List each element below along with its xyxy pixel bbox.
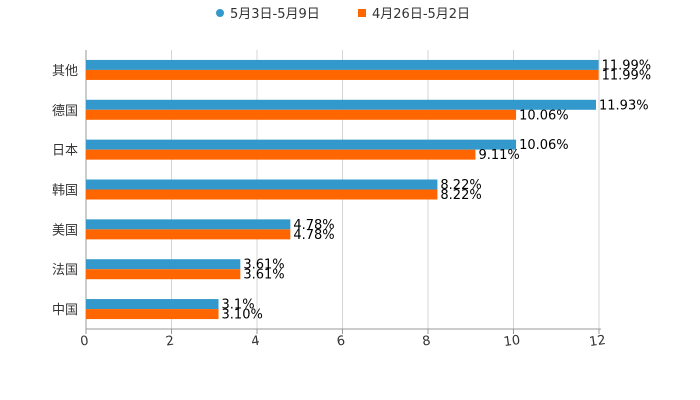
legend: 5月3日-5月9日 4月26日-5月2日 [216, 7, 470, 22]
category-label-2: 日本 [52, 144, 78, 159]
bar-s1-1 [86, 99, 597, 110]
x-axis-ticks: 0 2 4 6 8 10 12 [79, 329, 607, 350]
legend-item-2: 4月26日-5月2日 [358, 7, 470, 22]
bar-s1-3 [86, 179, 438, 190]
data-label-s1-6: 3.1% [222, 298, 255, 313]
x-tick-label-8: 8 [421, 334, 431, 350]
bar-s2-5 [86, 269, 241, 280]
data-label-s1-1: 11.93% [599, 98, 649, 113]
x-tick-label-4: 4 [250, 334, 260, 350]
data-label-s1-4: 4.78% [293, 218, 334, 233]
category-label-4: 美国 [52, 223, 78, 238]
bar-s2-4 [86, 229, 291, 240]
bar-s1-4 [86, 219, 291, 230]
data-label-s2-1: 10.06% [519, 108, 569, 123]
data-label-s2-6: 3.10% [222, 308, 263, 323]
bar-s1-2 [86, 139, 517, 150]
x-tick-label-6: 6 [336, 334, 346, 350]
category-label-5: 法国 [52, 263, 78, 278]
bar-s2-3 [86, 189, 438, 200]
bar-s1-0 [86, 59, 599, 70]
bar-s2-1 [86, 109, 517, 120]
x-tick-label-2: 2 [165, 334, 175, 350]
x-tick-label-0: 0 [79, 334, 89, 350]
bar-s2-2 [86, 149, 476, 160]
data-label-s1-2: 10.06% [519, 138, 569, 153]
bar-s2-0 [86, 69, 599, 80]
bar-s1-5 [86, 259, 241, 270]
data-label-s2-5: 3.61% [243, 268, 284, 283]
legend-item-1: 5月3日-5月9日 [216, 7, 320, 22]
legend-marker-2 [358, 9, 366, 17]
bars [86, 59, 599, 320]
data-label-s2-3: 8.22% [440, 188, 481, 203]
x-tick-label-12: 12 [588, 333, 606, 350]
legend-label-2: 4月26日-5月2日 [372, 7, 470, 22]
x-tick-label-10: 10 [503, 333, 521, 350]
data-label-s2-4: 4.78% [293, 228, 334, 243]
category-label-3: 韩国 [52, 184, 78, 199]
bar-s1-6 [86, 299, 219, 310]
legend-marker-1 [216, 9, 224, 17]
data-labels: 11.99%11.99%11.93%10.06%10.06%9.11%8.22%… [222, 58, 652, 322]
category-label-6: 中国 [52, 303, 78, 318]
category-label-0: 其他 [52, 64, 78, 79]
data-label-s1-0: 11.99% [602, 58, 652, 73]
data-label-s1-5: 3.61% [243, 258, 284, 273]
data-label-s2-0: 11.99% [602, 68, 652, 83]
data-label-s1-3: 8.22% [440, 178, 481, 193]
legend-label-1: 5月3日-5月9日 [230, 7, 320, 22]
bar-s2-6 [86, 309, 219, 320]
data-label-s2-2: 9.11% [478, 148, 519, 163]
category-label-1: 德国 [52, 104, 78, 119]
